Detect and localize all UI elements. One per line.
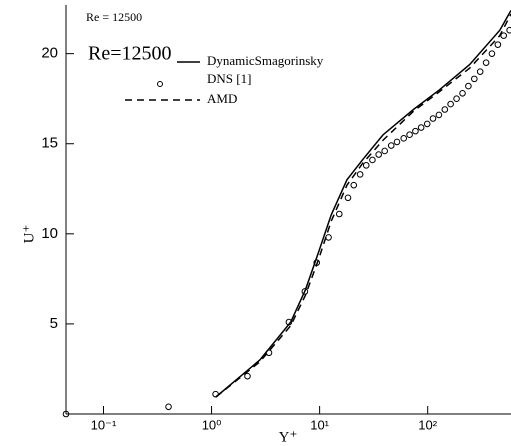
y-tick-label: 15 [41, 135, 58, 152]
data-point [406, 131, 413, 139]
series-line [215, 13, 511, 398]
data-point [325, 234, 332, 241]
data-point [441, 106, 449, 113]
x-tick-label: 10⁻¹ [91, 417, 117, 432]
data-point [476, 68, 484, 75]
y-tick-label: 5 [50, 315, 58, 332]
annotation: Re = 12500 [86, 10, 142, 24]
data-point [369, 156, 376, 164]
data-point [482, 59, 490, 66]
data-point [506, 26, 511, 34]
data-point [244, 372, 251, 380]
data-point [344, 194, 352, 202]
data-point [417, 124, 425, 131]
series-line [215, 10, 511, 398]
data-point [375, 151, 382, 158]
data-point [285, 318, 293, 326]
data-point [435, 111, 443, 119]
x-tick-label: 10⁰ [202, 417, 222, 432]
y-axis-label: U⁺ [21, 225, 37, 244]
data-point [62, 410, 70, 418]
data-point [387, 142, 395, 149]
data-point [362, 162, 370, 169]
legend-marker [157, 81, 163, 87]
annotation: Re=12500 [88, 43, 172, 65]
data-point [465, 82, 472, 90]
data-point [429, 115, 437, 122]
y-tick-label: 20 [41, 45, 58, 62]
data-point [453, 95, 460, 102]
x-tick-label: 10¹ [310, 417, 329, 432]
legend-label: DNS [1] [207, 71, 251, 86]
data-point [471, 75, 478, 83]
data-point [494, 41, 502, 48]
y-tick-label: 10 [41, 225, 58, 242]
x-tick-label: 10² [418, 417, 437, 432]
data-point [488, 50, 496, 57]
data-point [301, 288, 309, 295]
x-axis-label: Y⁺ [279, 429, 298, 445]
data-point [393, 138, 401, 146]
data-point [459, 89, 466, 97]
data-point [335, 210, 343, 218]
legend-label: AMD [207, 91, 237, 106]
legend-label: DynamicSmagorinsky [207, 53, 324, 68]
data-point [412, 127, 419, 135]
data-point [381, 147, 388, 155]
data-point [350, 181, 358, 189]
data-point [356, 171, 364, 178]
data-point [400, 135, 408, 142]
data-point [447, 100, 454, 108]
data-point [423, 120, 431, 128]
data-point [165, 403, 172, 411]
data-point [500, 32, 507, 39]
data-point [265, 349, 273, 357]
